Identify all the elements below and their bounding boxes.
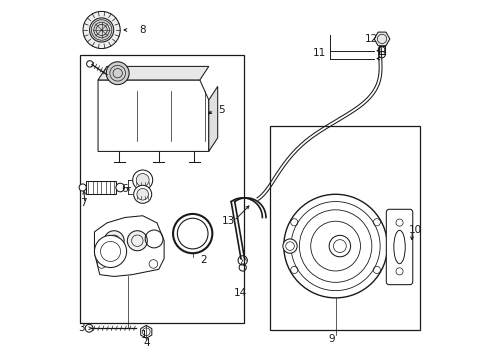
Text: 14: 14 — [234, 288, 247, 297]
Circle shape — [94, 235, 126, 267]
Circle shape — [328, 235, 350, 257]
Circle shape — [116, 183, 124, 192]
Text: 2: 2 — [200, 255, 206, 265]
Circle shape — [83, 12, 120, 49]
Polygon shape — [85, 181, 116, 194]
Bar — [80, 55, 244, 323]
Polygon shape — [208, 86, 217, 152]
Text: 8: 8 — [139, 25, 146, 35]
FancyBboxPatch shape — [386, 209, 412, 285]
Circle shape — [282, 239, 297, 253]
Text: 4: 4 — [142, 338, 149, 348]
Circle shape — [89, 18, 113, 42]
Text: 5: 5 — [218, 105, 224, 115]
Polygon shape — [98, 66, 208, 80]
Circle shape — [127, 231, 147, 251]
Text: 7: 7 — [80, 198, 86, 208]
Text: 11: 11 — [312, 48, 325, 58]
Polygon shape — [373, 32, 389, 46]
Text: 9: 9 — [328, 334, 335, 344]
Text: 1: 1 — [141, 330, 147, 341]
Text: 13: 13 — [222, 216, 235, 226]
Text: 6: 6 — [122, 184, 128, 194]
Circle shape — [136, 174, 149, 186]
Polygon shape — [98, 80, 208, 152]
Text: 10: 10 — [407, 225, 421, 235]
Circle shape — [133, 185, 151, 203]
Circle shape — [137, 189, 148, 200]
Circle shape — [132, 170, 152, 190]
Text: 3: 3 — [79, 323, 85, 333]
Text: 12: 12 — [364, 34, 377, 44]
Circle shape — [106, 62, 129, 85]
Circle shape — [79, 184, 86, 191]
Circle shape — [86, 61, 93, 67]
Polygon shape — [94, 216, 164, 276]
Circle shape — [378, 47, 384, 53]
Circle shape — [104, 231, 124, 251]
Polygon shape — [141, 325, 151, 338]
Bar — [269, 126, 419, 330]
Circle shape — [378, 51, 385, 58]
Circle shape — [283, 194, 386, 298]
Circle shape — [85, 324, 93, 332]
